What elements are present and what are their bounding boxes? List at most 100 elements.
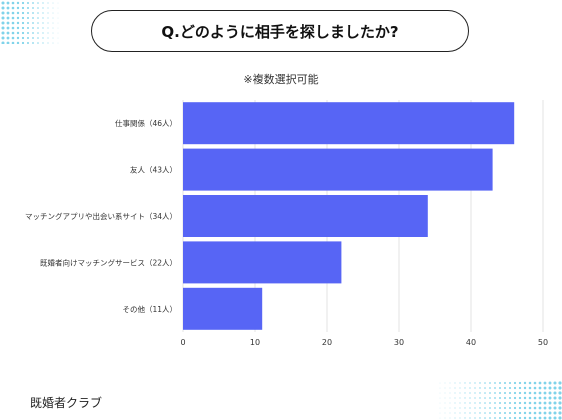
decorative-dot [47,7,49,9]
decorative-dot [464,397,466,399]
decorative-dot [474,382,476,384]
decorative-dot [439,417,441,419]
decorative-dot [57,42,59,44]
decorative-dot [494,387,496,389]
decorative-dot [16,6,20,10]
decorative-dot [499,402,501,404]
x-tick-label: 50 [538,338,548,347]
decorative-dot [538,396,542,400]
decorative-dot [538,416,542,420]
decorative-dot [32,2,34,4]
decorative-dot [37,42,39,44]
decorative-dot [449,412,451,414]
decorative-dot [449,382,451,384]
decorative-dot [449,392,451,394]
decorative-dot [494,397,496,399]
decorative-dot [6,11,10,15]
decorative-dot [504,402,506,404]
decorative-dot [27,12,29,14]
decorative-dot [52,27,54,29]
decorative-dot [449,407,451,409]
decorative-dot [508,386,512,390]
decorative-dot [52,2,54,4]
decorative-dot [558,401,562,405]
x-tick-label: 20 [322,338,332,347]
decorative-dot [42,12,44,14]
decorative-dot [37,12,39,14]
decorative-dot [32,42,34,44]
decorative-dot [1,41,5,44]
decorative-dot [459,382,461,384]
decorative-dot [32,32,34,34]
decorative-dot [518,396,522,400]
decorative-dot [504,412,506,414]
decorative-dot [508,406,512,410]
decorative-dot [11,36,15,40]
decorative-dot [489,387,491,389]
decorative-dot [543,406,547,410]
decorative-dot [474,387,476,389]
decorative-dot [57,17,59,19]
decorative-dot [11,41,15,44]
decorative-dot [499,412,501,414]
decorative-dot [538,386,542,390]
decorative-dot [444,412,446,414]
decorative-dot [469,392,471,394]
decorative-dot [32,27,34,29]
decorative-dot [459,407,461,409]
decorative-dot [479,412,481,414]
decorative-dot [52,12,54,14]
decorative-dot [469,402,471,404]
decorative-dot [454,417,456,419]
decorative-dot [479,397,481,399]
decorative-dot [523,416,527,420]
decorative-dot [42,37,44,39]
decorative-dot [459,412,461,414]
decorative-dot [454,402,456,404]
decorative-dot [42,32,44,34]
decorative-dot [1,16,5,20]
decorative-dot [548,396,552,400]
decorative-dot [513,401,517,405]
decorative-dot [469,407,471,409]
decorative-dot [454,397,456,399]
decorative-dot [444,407,446,409]
decorative-dot [474,407,476,409]
brand-footer: 既婚者クラブ [30,396,103,410]
decorative-dot [52,37,54,39]
decorative-dot [469,397,471,399]
bar [183,148,493,191]
decorative-dot [518,391,522,395]
decorative-dot [528,416,532,420]
decorative-dot [523,401,527,405]
decorative-dot [533,416,537,420]
decorative-dot [32,17,34,19]
decorative-dot [548,411,552,415]
decorative-dot [464,392,466,394]
decorative-dot [57,7,59,9]
decorative-dot [474,417,476,419]
decorative-dot [474,402,476,404]
decorative-dot [37,27,39,29]
decorative-dot [464,402,466,404]
decorative-dot [494,382,496,384]
decorative-dot [553,406,557,410]
decorative-dot [42,7,44,9]
decorative-dot [548,416,552,420]
x-tick-label: 0 [180,338,185,347]
decorative-dot [543,386,547,390]
decorative-dot [464,382,466,384]
category-label: 仕事関係（46人） [115,118,177,128]
decorative-dot [479,382,481,384]
decorative-dot [449,387,451,389]
decorative-dot [42,42,44,44]
decorative-dot [459,402,461,404]
decorative-dot [42,17,44,19]
decorative-dot [21,31,25,35]
decorative-dot [454,382,456,384]
decorative-dot [6,16,10,20]
decorative-dot [1,26,5,30]
decorative-dot [21,11,25,15]
decorative-dot [508,381,512,385]
decorative-dot [57,2,59,4]
